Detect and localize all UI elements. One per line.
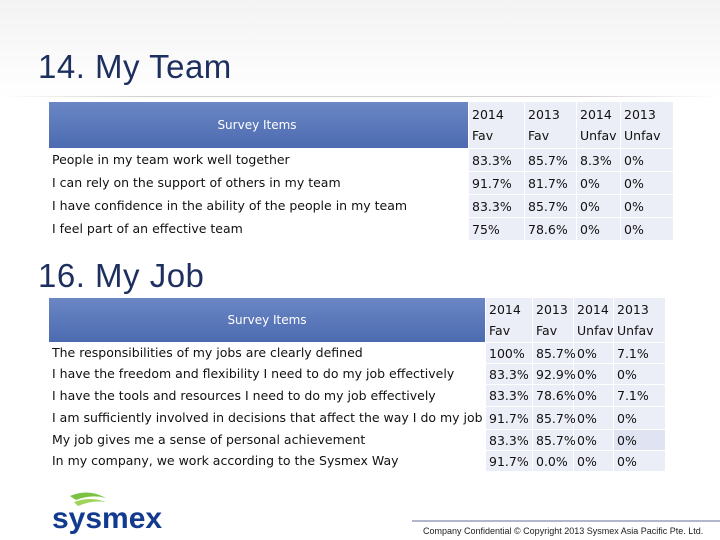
survey-item: People in my team work well together: [49, 148, 468, 171]
value-cell: 91.7%: [468, 171, 524, 194]
value-cell: 0%: [573, 342, 613, 363]
col-header-2014-unfav: 2014 Unfav: [576, 102, 620, 148]
value-cell: 0%: [573, 384, 613, 406]
table-row: I have the freedom and flexibility I nee…: [49, 363, 665, 384]
value-cell: 91.7%: [485, 450, 532, 471]
value-cell: 83.3%: [468, 148, 524, 171]
value-cell: 83.3%: [485, 384, 532, 406]
value-cell: 81.7%: [524, 171, 576, 194]
table-row: I am sufficiently involved in decisions …: [49, 406, 665, 429]
value-cell: 85.7%: [532, 342, 576, 363]
value-cell: 0%: [613, 450, 665, 471]
col-header-2013-unfav: 2013 Unfav: [620, 102, 673, 148]
value-cell: 0%: [576, 171, 620, 194]
table-row: I feel part of an effective team 75% 78.…: [49, 217, 673, 240]
value-cell: 0%: [613, 406, 665, 429]
value-cell: 91.7%: [485, 406, 532, 429]
value-cell: 0%: [613, 429, 665, 450]
value-cell: 78.6%: [524, 217, 576, 240]
value-cell: 0%: [573, 429, 613, 450]
col-header-2014-fav: 2014 Fav: [468, 102, 524, 148]
value-cell: 7.1%: [613, 384, 665, 406]
value-cell: 75%: [468, 217, 524, 240]
value-cell: 0%: [576, 217, 620, 240]
value-cell: 0.0%: [532, 450, 573, 471]
table-row: People in my team work well together 83.…: [49, 148, 673, 171]
section-title-my-team: 14. My Team: [38, 48, 232, 85]
logo-wordmark: sysmex: [52, 502, 162, 534]
value-cell: 78.6%: [532, 384, 576, 406]
footer-divider: [412, 520, 720, 522]
value-cell: 85.7%: [532, 429, 576, 450]
survey-item: I have the freedom and flexibility I nee…: [49, 363, 485, 384]
survey-item: I have confidence in the ability of the …: [49, 194, 468, 217]
survey-item: I am sufficiently involved in decisions …: [49, 406, 485, 429]
table-row: My job gives me a sense of personal achi…: [49, 429, 665, 450]
section-title-my-job: 16. My Job: [38, 257, 205, 294]
survey-item: In my company, we work according to the …: [49, 450, 485, 471]
my-job-table: Survey Items 2014 Fav 2013 Fav 2014 Unfav 2…: [49, 298, 665, 471]
survey-items-header: Survey Items: [49, 298, 485, 342]
col-header-2014-unfav: 2014 Unfav: [573, 298, 614, 342]
table-row: I have confidence in the ability of the …: [49, 194, 673, 217]
value-cell: 8.3%: [576, 148, 620, 171]
survey-item: I feel part of an effective team: [49, 217, 468, 240]
value-cell: 0%: [573, 363, 613, 384]
value-cell: 0%: [613, 363, 665, 384]
survey-items-header: Survey Items: [49, 102, 468, 148]
col-header-2013-fav: 2013 Fav: [524, 102, 576, 148]
col-header-2013-unfav: 2013 Unfav: [613, 298, 665, 342]
sysmex-logo: sysmex: [52, 492, 162, 534]
table-row: I can rely on the support of others in m…: [49, 171, 673, 194]
col-header-2014-fav: 2014 Fav: [485, 298, 532, 342]
value-cell: 83.3%: [485, 363, 532, 384]
survey-item: The responsibilities of my jobs are clea…: [49, 342, 485, 363]
col-header-2013-fav: 2013 Fav: [532, 298, 573, 342]
value-cell: 0%: [620, 194, 673, 217]
value-cell: 85.7%: [524, 148, 576, 171]
value-cell: 85.7%: [532, 406, 576, 429]
value-cell: 83.3%: [485, 429, 532, 450]
value-cell: 0%: [620, 171, 673, 194]
value-cell: 7.1%: [613, 342, 665, 363]
survey-item: My job gives me a sense of personal achi…: [49, 429, 485, 450]
table-row: In my company, we work according to the …: [49, 450, 665, 471]
copyright-text: Company Confidential © Copyright 2013 Sy…: [423, 526, 704, 536]
survey-item: I can rely on the support of others in m…: [49, 171, 468, 194]
value-cell: 0%: [620, 148, 673, 171]
value-cell: 92.9%: [532, 363, 576, 384]
table-row: I have the tools and resources I need to…: [49, 384, 665, 406]
value-cell: 100%: [485, 342, 532, 363]
table-row: The responsibilities of my jobs are clea…: [49, 342, 665, 363]
value-cell: 85.7%: [524, 194, 576, 217]
value-cell: 0%: [576, 194, 620, 217]
value-cell: 0%: [573, 450, 613, 471]
sysmex-logo-mark-icon: [70, 492, 106, 506]
value-cell: 0%: [573, 406, 613, 429]
title-divider: [0, 96, 720, 97]
value-cell: 0%: [620, 217, 673, 240]
survey-item: I have the tools and resources I need to…: [49, 384, 485, 406]
my-team-table: Survey Items 2014 Fav 2013 Fav 2014 Unfav 2…: [49, 102, 673, 240]
value-cell: 83.3%: [468, 194, 524, 217]
